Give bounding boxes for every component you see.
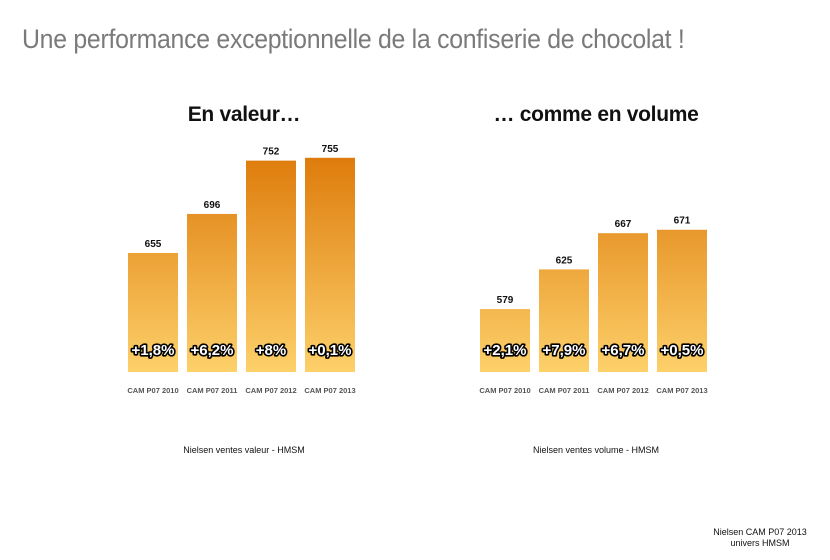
chart-value: En valeur… 655 +1,8% CAM P07 2010 696 +6,2% C… xyxy=(94,95,394,475)
footnote-line: Nielsen CAM P07 2013 xyxy=(713,527,807,537)
growth-label: +0,1% xyxy=(309,342,352,359)
chart-title: En valeur… xyxy=(187,103,301,126)
value-label: 752 xyxy=(263,147,280,158)
category-label: CAM P07 2011 xyxy=(187,386,238,395)
value-label: 625 xyxy=(556,255,573,266)
category-label: CAM P07 2013 xyxy=(656,386,707,395)
category-label: CAM P07 2010 xyxy=(127,386,178,395)
growth-label: +2,1% xyxy=(484,342,527,359)
bar-chart-volume: 579 +2,1% CAM P07 2010 625 +7,9% CAM P07 2011… xyxy=(479,216,707,395)
category-label: CAM P07 2010 xyxy=(479,386,530,395)
bar xyxy=(128,252,178,372)
value-label: 579 xyxy=(497,295,514,306)
category-label: CAM P07 2011 xyxy=(539,386,590,395)
bar xyxy=(305,157,355,372)
bar-chart-value: 655 +1,8% CAM P07 2010 696 +6,2% CAM P07 2011… xyxy=(127,144,355,395)
bar xyxy=(187,213,237,372)
value-label: 696 xyxy=(204,200,221,211)
growth-label: +0,5% xyxy=(661,342,704,359)
bar xyxy=(480,309,530,372)
chart-title: … comme en volume xyxy=(493,103,699,126)
chart-volume: … comme en volume 579 +2,1% CAM P07 2010 62… xyxy=(446,95,746,475)
chart-source: Nielsen ventes volume - HMSM xyxy=(532,445,660,455)
bar xyxy=(539,269,589,372)
growth-label: +6,2% xyxy=(191,342,234,359)
footnote-line: univers HMSM xyxy=(730,538,790,548)
category-label: CAM P07 2012 xyxy=(245,386,296,395)
value-label: 755 xyxy=(322,144,339,155)
bar xyxy=(657,229,707,372)
value-label: 667 xyxy=(615,219,632,230)
value-label: 671 xyxy=(674,216,691,227)
growth-label: +1,8% xyxy=(132,342,175,359)
category-label: CAM P07 2012 xyxy=(597,386,648,395)
value-label: 655 xyxy=(145,239,162,250)
growth-label: +7,9% xyxy=(543,342,586,359)
bar xyxy=(598,233,648,372)
growth-label: +6,7% xyxy=(602,342,645,359)
footnote: Nielsen CAM P07 2013 univers HMSM xyxy=(700,527,820,549)
page-title: Une performance exceptionnelle de la con… xyxy=(22,24,685,54)
chart-source: Nielsen ventes valeur - HMSM xyxy=(183,445,305,455)
bar xyxy=(246,160,296,372)
growth-label: +8% xyxy=(256,342,286,359)
category-label: CAM P07 2013 xyxy=(304,386,355,395)
